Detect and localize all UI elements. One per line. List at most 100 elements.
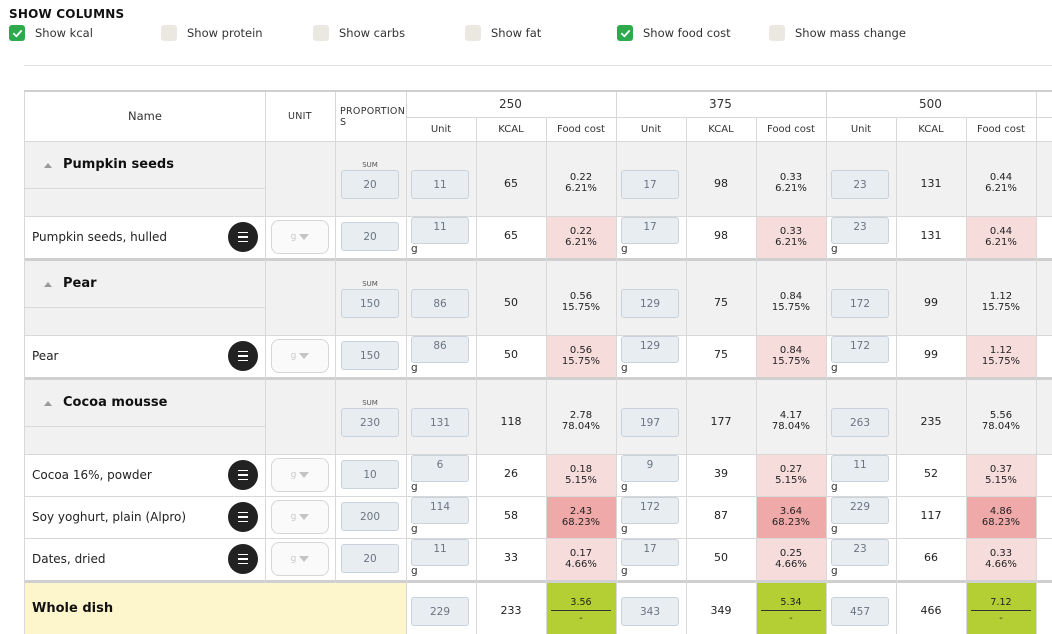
unit-g-label: g xyxy=(621,523,628,535)
ingredient-food-cost: 0.56 15.75% xyxy=(546,345,616,367)
group-separator xyxy=(25,258,1052,261)
proportion-input[interactable]: 20 xyxy=(341,544,399,573)
whole-dish-label: Whole dish xyxy=(32,601,114,616)
ingredient-menu-button[interactable] xyxy=(228,341,258,371)
food-cost-percent: 15.75% xyxy=(561,356,601,367)
proportion-input[interactable]: 20 xyxy=(341,222,399,251)
ingredient-kcal: 58 xyxy=(504,509,518,522)
total-kcal: 233 xyxy=(500,604,522,617)
total-unit-field: 457 xyxy=(831,597,889,626)
header-food-cost: Food cost xyxy=(557,124,605,135)
unit-select[interactable]: g xyxy=(271,220,329,254)
unit-select[interactable]: g xyxy=(271,458,329,492)
group-kcal: 50 xyxy=(504,296,518,309)
unit-input[interactable]: 172 xyxy=(831,336,889,363)
ingredient-menu-button[interactable] xyxy=(228,460,258,490)
proportion-input[interactable]: 200 xyxy=(341,502,399,531)
header-kcal: KCAL xyxy=(918,124,944,135)
row-line xyxy=(25,335,1052,336)
checkbox-unchecked[interactable] xyxy=(769,25,785,41)
group-kcal: 98 xyxy=(714,177,728,190)
unit-input[interactable]: 11 xyxy=(831,455,889,482)
unit-g-label: g xyxy=(831,481,838,493)
ingredient-kcal: 26 xyxy=(504,467,518,480)
food-cost-highlight xyxy=(546,216,616,258)
unit-select[interactable]: g xyxy=(271,542,329,576)
checkbox-unchecked[interactable] xyxy=(465,25,481,41)
toggle-show-fat[interactable]: Show fat xyxy=(465,25,541,41)
checkbox-checked[interactable] xyxy=(9,25,25,41)
ingredient-menu-button[interactable] xyxy=(228,544,258,574)
unit-select-value: g xyxy=(290,232,297,242)
food-cost-percent: 6.21% xyxy=(775,183,807,194)
ingredient-menu-button[interactable] xyxy=(228,222,258,252)
food-cost-highlight xyxy=(546,496,616,538)
toggle-show-food-cost[interactable]: Show food cost xyxy=(617,25,731,41)
check-icon xyxy=(12,29,22,37)
group-unit-field: 263 xyxy=(831,408,889,437)
food-cost-percent: 68.23% xyxy=(771,517,811,528)
unit-input[interactable]: 6 xyxy=(411,455,469,482)
unit-g-label: g xyxy=(411,565,418,577)
unit-input[interactable]: 23 xyxy=(831,539,889,566)
unit-input[interactable]: 86 xyxy=(411,336,469,363)
food-cost-percent: 6.21% xyxy=(985,183,1017,194)
ingredient-menu-button[interactable] xyxy=(228,502,258,532)
food-cost-value: 2.43 xyxy=(569,506,593,517)
collapse-caret-icon[interactable] xyxy=(44,282,52,287)
food-cost-highlight xyxy=(756,496,826,538)
sub-column-line xyxy=(546,117,547,634)
proportion-input[interactable]: 150 xyxy=(341,341,399,370)
food-cost-highlight xyxy=(966,216,1036,258)
unit-input[interactable]: 172 xyxy=(621,497,679,524)
proportion-input[interactable]: 10 xyxy=(341,460,399,489)
unit-input[interactable]: 23 xyxy=(831,217,889,244)
chevron-down-icon xyxy=(299,353,310,359)
divider xyxy=(24,65,1052,66)
ingredient-food-cost: 0.44 6.21% xyxy=(966,226,1036,248)
collapse-caret-icon[interactable] xyxy=(44,401,52,406)
unit-input[interactable]: 17 xyxy=(621,539,679,566)
group-kcal: 75 xyxy=(714,296,728,309)
toggle-show-kcal[interactable]: Show kcal xyxy=(9,25,93,41)
group-food-cost: 5.56 78.04% xyxy=(966,410,1036,432)
total-food-cost-sub: - xyxy=(999,613,1003,624)
unit-g-label: g xyxy=(831,565,838,577)
food-cost-value: 0.84 xyxy=(779,291,803,302)
ingredient-food-cost: 0.27 5.15% xyxy=(756,464,826,486)
total-kcal: 349 xyxy=(710,604,732,617)
food-cost-highlight xyxy=(546,454,616,496)
food-cost-value: 5.56 xyxy=(989,410,1013,421)
unit-input[interactable]: 114 xyxy=(411,497,469,524)
food-cost-highlight xyxy=(756,538,826,580)
unit-select[interactable]: g xyxy=(271,500,329,534)
unit-input[interactable]: 229 xyxy=(831,497,889,524)
group-kcal: 118 xyxy=(500,415,522,428)
unit-input[interactable]: 11 xyxy=(411,539,469,566)
food-cost-percent: 6.21% xyxy=(565,237,597,248)
checkbox-unchecked[interactable] xyxy=(313,25,329,41)
ingredient-food-cost: 0.37 5.15% xyxy=(966,464,1036,486)
unit-select-value: g xyxy=(290,470,297,480)
collapse-caret-icon[interactable] xyxy=(44,163,52,168)
total-cost-highlight xyxy=(966,583,1036,634)
food-cost-percent: 15.75% xyxy=(561,302,601,313)
unit-input[interactable]: 11 xyxy=(411,217,469,244)
checkbox-checked[interactable] xyxy=(617,25,633,41)
chevron-down-icon xyxy=(299,472,310,478)
toggle-show-mass-change[interactable]: Show mass change xyxy=(769,25,906,41)
unit-select[interactable]: g xyxy=(271,339,329,373)
ingredient-food-cost: 4.86 68.23% xyxy=(966,506,1036,528)
checkbox-unchecked[interactable] xyxy=(161,25,177,41)
unit-input[interactable]: 9 xyxy=(621,455,679,482)
toggle-show-carbs[interactable]: Show carbs xyxy=(313,25,405,41)
food-cost-value: 0.33 xyxy=(989,548,1013,559)
unit-g-label: g xyxy=(621,565,628,577)
group-unit-field: 23 xyxy=(831,170,889,199)
toggle-label: Show protein xyxy=(187,26,263,40)
unit-input[interactable]: 17 xyxy=(621,217,679,244)
unit-input[interactable]: 129 xyxy=(621,336,679,363)
toggle-show-protein[interactable]: Show protein xyxy=(161,25,263,41)
food-cost-value: 0.56 xyxy=(569,291,593,302)
ingredient-food-cost: 0.25 4.66% xyxy=(756,548,826,570)
